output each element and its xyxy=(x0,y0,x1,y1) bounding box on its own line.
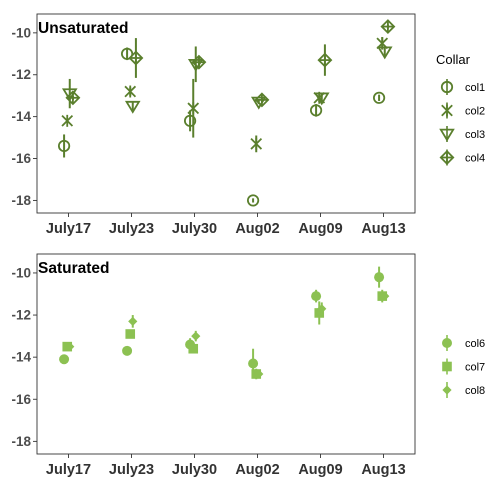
x-tick-label: Aug13 xyxy=(361,462,405,478)
x-tick-label: July23 xyxy=(109,221,154,237)
series-col1 xyxy=(57,47,386,207)
legend-item-col7: col7 xyxy=(442,358,485,375)
x-tick-label: Aug02 xyxy=(235,462,279,478)
data-point xyxy=(250,137,263,150)
data-point xyxy=(188,343,199,354)
legend-label: col1 xyxy=(465,82,485,94)
legend-item-col2: col2 xyxy=(441,102,485,119)
data-point xyxy=(124,85,137,98)
legend-item-col1: col1 xyxy=(440,79,485,95)
panel-title: Saturated xyxy=(38,260,110,277)
legend-item-col6: col6 xyxy=(442,335,485,351)
x-tick-label: Aug13 xyxy=(361,221,405,237)
legend: col6 col7 col8 xyxy=(442,335,485,398)
data-point xyxy=(57,139,71,153)
data-point xyxy=(374,272,385,283)
y-tick-label: -14 xyxy=(11,350,31,365)
legend-item-col3: col3 xyxy=(439,126,485,142)
data-point xyxy=(380,19,396,35)
x-tick-label: July23 xyxy=(109,462,154,478)
data-point xyxy=(125,329,136,339)
legend-label: col4 xyxy=(465,153,485,165)
legend-key xyxy=(439,150,455,165)
data-point xyxy=(248,358,259,369)
legend-key xyxy=(442,385,452,395)
data-point xyxy=(191,331,201,341)
y-tick-label: -16 xyxy=(11,151,31,166)
data-point xyxy=(65,342,75,352)
data-point xyxy=(254,369,264,379)
y-tick-label: -12 xyxy=(11,308,31,323)
y-tick-label: -12 xyxy=(11,67,31,82)
legend-key xyxy=(441,104,453,117)
data-point xyxy=(191,54,207,70)
series-col6 xyxy=(59,266,385,379)
legend-key xyxy=(439,128,455,142)
panel-saturated: -18 -16 -14 -12 -10 July17 July23 July30 Aug02 Au… xyxy=(11,253,416,478)
series-col4 xyxy=(65,19,396,108)
x-tick-label: Aug09 xyxy=(298,462,342,478)
data-point xyxy=(61,114,74,127)
data-point xyxy=(313,92,330,106)
data-point xyxy=(380,291,390,301)
panel-unsaturated: -18 -16 -14 -12 -10 July17 July23 July30 Aug02 Au… xyxy=(11,13,416,237)
legend-key xyxy=(442,361,452,372)
y-tick-label: -18 xyxy=(11,434,31,449)
legend-key xyxy=(442,338,452,348)
data-point xyxy=(120,47,134,60)
data-point xyxy=(376,46,393,60)
legend-item-col4: col4 xyxy=(439,149,485,166)
data-point xyxy=(59,354,70,365)
y-tick-label: -18 xyxy=(11,193,31,208)
legend-key xyxy=(440,80,454,94)
legend-label: col2 xyxy=(465,106,485,118)
data-point xyxy=(128,50,144,66)
data-point xyxy=(183,114,197,127)
legend-label: col7 xyxy=(465,362,485,374)
x-tick-label: Aug02 xyxy=(235,221,279,237)
data-point xyxy=(124,100,141,114)
legend-title: Collar xyxy=(436,52,471,67)
legend-label: col6 xyxy=(465,338,485,350)
plot-border xyxy=(36,253,416,455)
x-tick-label: July17 xyxy=(46,221,91,237)
plot-border xyxy=(36,13,416,214)
data-point xyxy=(246,194,260,207)
data-point xyxy=(254,92,270,108)
legend-item-col8: col8 xyxy=(442,382,485,398)
y-tick-label: -16 xyxy=(11,392,31,407)
series-col8 xyxy=(65,291,390,379)
data-point xyxy=(372,91,386,104)
data-point xyxy=(309,104,323,117)
data-point xyxy=(311,291,322,302)
legend: Collar col1 col2 col3 col4 xyxy=(436,52,485,166)
data-point xyxy=(187,102,200,115)
legend-label: col3 xyxy=(465,129,485,141)
data-point xyxy=(128,316,138,326)
data-point xyxy=(122,345,133,356)
y-tick-label: -14 xyxy=(11,109,31,124)
x-tick-label: July30 xyxy=(172,462,217,478)
x-tick-label: July30 xyxy=(172,221,217,237)
panel-title: Unsaturated xyxy=(38,20,128,37)
data-point xyxy=(317,52,333,68)
y-tick-label: -10 xyxy=(11,25,31,40)
y-tick-label: -10 xyxy=(11,265,31,280)
data-point xyxy=(65,90,81,106)
data-point xyxy=(314,308,325,318)
x-tick-label: July17 xyxy=(46,462,91,478)
data-point xyxy=(317,304,327,314)
legend-label: col8 xyxy=(465,385,485,397)
x-tick-label: Aug09 xyxy=(298,221,342,237)
